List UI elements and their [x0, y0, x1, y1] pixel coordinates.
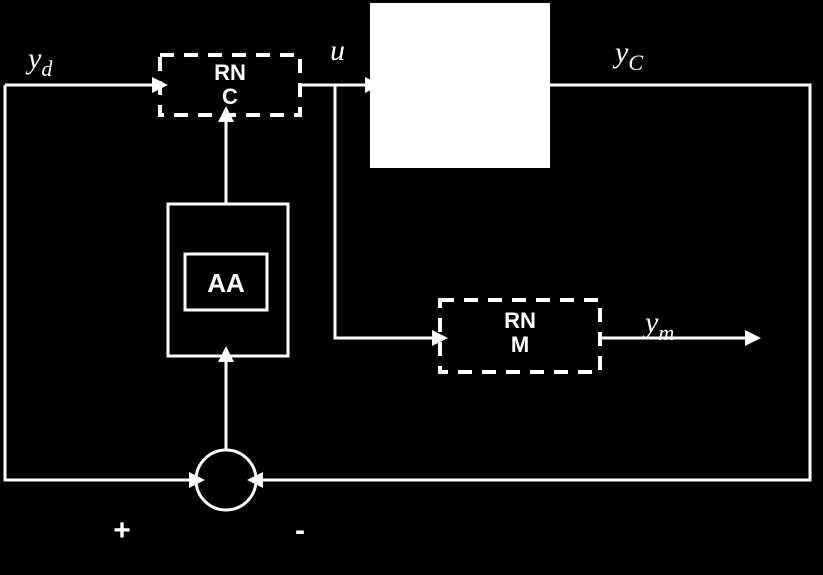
rnc-label-bottom: C — [222, 84, 238, 109]
rnm-label-bottom: M — [511, 332, 529, 357]
wire-yd-down — [5, 85, 189, 480]
label-yc: yC — [612, 36, 643, 75]
arrow-ym — [745, 330, 761, 346]
arrow-sum-aa — [218, 346, 234, 362]
plant-block — [370, 3, 550, 168]
sum-plus: + — [113, 514, 131, 547]
rnm-label-top: RN — [504, 308, 536, 333]
sum-minus: - — [295, 514, 305, 547]
aa-label: AA — [207, 268, 245, 298]
label-yd: yd — [25, 42, 53, 81]
rnc-label-top: RN — [214, 60, 246, 85]
label-u: u — [330, 34, 345, 67]
